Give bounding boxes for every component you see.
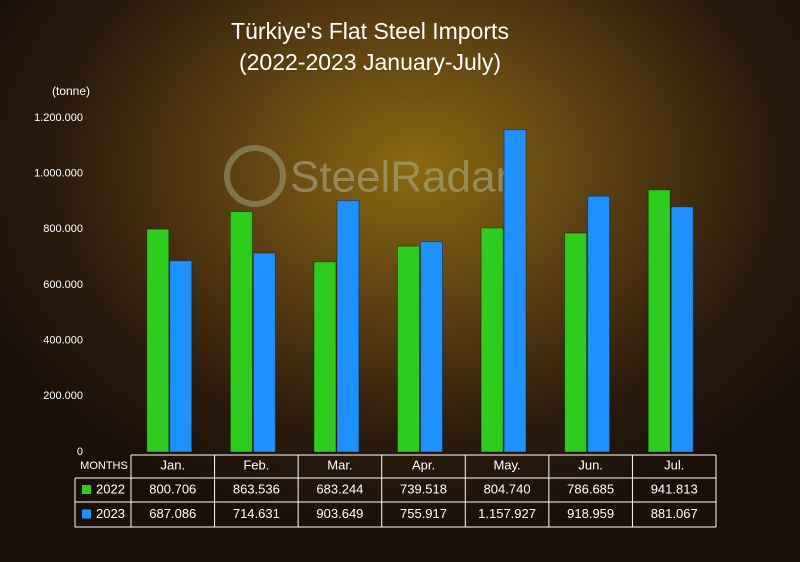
table-header: MONTHS [80,460,128,472]
x-tick-label: Apr. [412,457,435,472]
table-value: 683.244 [316,481,363,496]
bar [420,241,443,453]
y-tick-label: 800.000 [43,223,83,235]
table-value: 687.086 [149,506,196,521]
watermark: SteelRadar [290,153,510,202]
y-tick-label: 200.000 [43,390,83,402]
table-value: 800.706 [149,481,196,496]
legend-swatch [82,485,91,494]
x-tick-label: Feb. [243,457,269,472]
table-value: 739.518 [400,481,447,496]
y-tick-label: 600.000 [43,279,83,291]
legend-label: 2023 [96,506,125,521]
x-tick-label: Jun. [578,457,603,472]
table-value: 714.631 [233,506,280,521]
table-value: 903.649 [316,506,363,521]
table-value: 881.067 [651,506,698,521]
y-tick-label: 0 [77,446,83,458]
bar [670,206,694,453]
table-value: 941.813 [651,481,698,496]
bar [169,260,193,453]
x-tick-label: Mar. [327,457,352,472]
table-value: 918.959 [567,506,614,521]
bar [647,189,671,453]
chart-subtitle: (2022-2023 January-July) [239,49,501,75]
y-tick-label: 400.000 [43,335,83,347]
y-tick-label: 1.000.000 [34,168,83,180]
x-tick-label: Jul. [664,457,684,472]
watermark-logo [224,145,286,207]
table-value: 786.685 [567,481,614,496]
bar [146,228,170,453]
legend-swatch [82,509,91,519]
bar [564,232,588,453]
x-tick-label: Jan. [160,457,185,472]
table-value: 804.740 [484,481,531,496]
table-value: 1.157.927 [478,506,536,521]
chart-title: Türkiye's Flat Steel Imports [231,18,509,44]
y-axis-label: (tonne) [52,84,90,98]
bar [397,245,420,453]
table-value: 755.917 [400,506,447,521]
bar [229,211,253,453]
bar [587,195,611,453]
bar [252,252,276,453]
legend-label: 2022 [96,481,125,496]
x-tick-label: May. [493,457,520,472]
y-tick-label: 1.200.000 [34,112,83,124]
bar [503,129,527,453]
bar [336,199,360,453]
table-value: 863.536 [233,481,280,496]
bar [480,227,504,453]
bar [313,261,337,453]
